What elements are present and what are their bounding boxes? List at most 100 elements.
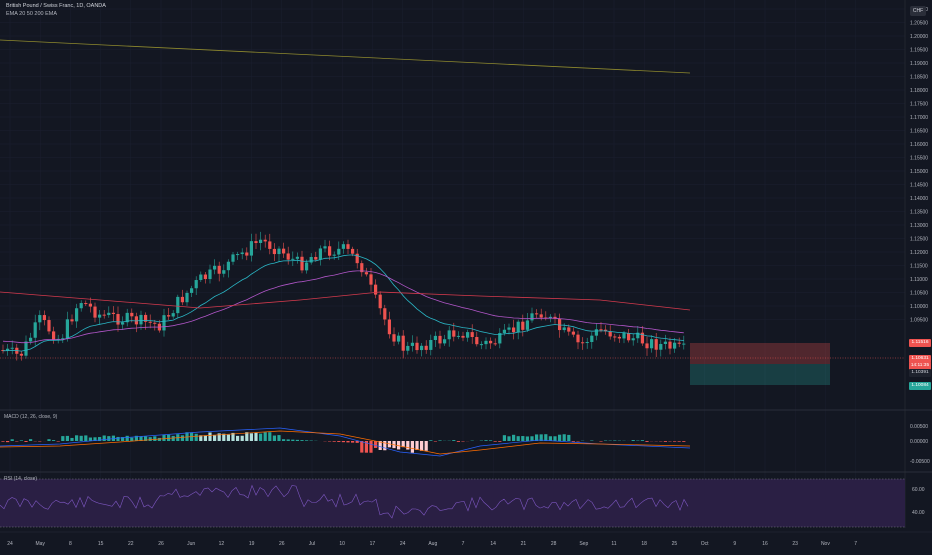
candle-body	[204, 275, 207, 280]
ema-legend[interactable]: EMA 20 50 200 EMA	[6, 11, 57, 17]
currency-badge[interactable]: CHF	[910, 6, 926, 16]
macd-histogram-bar	[245, 432, 248, 441]
candle-body	[254, 241, 257, 243]
candle-body	[11, 348, 14, 349]
candle-body	[475, 337, 478, 344]
macd-histogram-bar	[236, 436, 239, 441]
time-axis-label: Jul	[309, 541, 315, 547]
candle-body	[167, 315, 170, 316]
macd-histogram-bar	[80, 436, 83, 441]
macd-histogram-bar	[89, 438, 92, 441]
time-axis-label: Nov	[821, 541, 830, 547]
macd-histogram-bar	[61, 436, 64, 441]
candle-body	[93, 307, 96, 318]
candle-body	[489, 341, 492, 343]
candle-body	[558, 319, 561, 330]
time-axis-label: Oct	[701, 541, 709, 547]
macd-histogram-bar	[241, 436, 244, 441]
macd-tick-label: -0.00500	[910, 459, 930, 465]
macd-histogram-bar	[678, 441, 681, 442]
candle-body	[406, 346, 409, 351]
macd-histogram-bar	[489, 440, 492, 441]
candle-body	[369, 274, 372, 284]
candle-body	[20, 354, 23, 356]
macd-histogram-bar	[425, 441, 428, 451]
macd-histogram-bar	[457, 441, 460, 442]
candle-body	[296, 257, 299, 259]
rsi-tick-label: 60.00	[912, 487, 925, 493]
price-tick-label: 1.15500	[910, 156, 928, 162]
candle-body	[80, 303, 83, 308]
candle-body	[429, 340, 432, 350]
time-axis-label: 26	[279, 541, 285, 547]
candle-body	[517, 322, 520, 332]
candle-body	[185, 293, 188, 302]
candle-body	[434, 336, 437, 340]
candle-body	[291, 259, 294, 260]
time-axis-label: 12	[219, 541, 225, 547]
candle-body	[112, 313, 115, 314]
time-axis-label: Aug	[428, 541, 437, 547]
macd-histogram-bar	[530, 436, 533, 441]
candle-body	[622, 333, 625, 338]
rsi-title[interactable]: RSI (14, close)	[4, 476, 37, 482]
take-profit-zone	[690, 364, 830, 385]
macd-histogram-bar	[613, 440, 616, 441]
candle-body	[443, 339, 446, 343]
macd-histogram-bar	[558, 435, 561, 441]
time-axis-label: 28	[551, 541, 557, 547]
macd-histogram-bar	[24, 441, 27, 442]
candle-body	[121, 322, 124, 324]
candle-body	[365, 272, 368, 274]
macd-histogram-bar	[305, 440, 308, 441]
macd-histogram-bar	[227, 435, 230, 441]
candle-body	[139, 315, 142, 324]
candle-body	[135, 316, 138, 324]
candle-body	[576, 335, 579, 343]
candle-body	[645, 343, 648, 348]
price-tick-label: 1.20000	[910, 34, 928, 40]
candle-body	[627, 333, 630, 340]
time-axis-label: 15	[98, 541, 104, 547]
candle-body	[494, 343, 497, 344]
macd-histogram-bar	[411, 441, 414, 453]
candle-body	[199, 275, 202, 281]
rsi-band	[0, 479, 905, 527]
price-tick-label: 1.16500	[910, 129, 928, 135]
candle-body	[250, 241, 253, 255]
candle-body	[457, 336, 460, 337]
macd-histogram-bar	[66, 436, 69, 441]
macd-tick-label: 0.00000	[910, 439, 928, 445]
macd-histogram-bar	[84, 435, 87, 441]
price-tick-label: 1.13500	[910, 210, 928, 216]
macd-title[interactable]: MACD (12, 26, close, 9)	[4, 414, 57, 420]
candle-body	[425, 346, 428, 350]
candle-body	[586, 342, 589, 343]
price-tick-label: 1.12000	[910, 250, 928, 256]
macd-histogram-bar	[47, 439, 50, 441]
candle-body	[337, 249, 340, 255]
candle-body	[227, 262, 230, 270]
macd-histogram-bar	[641, 440, 644, 441]
macd-histogram-bar	[374, 441, 377, 448]
candle-body	[287, 253, 290, 259]
candle-body	[222, 270, 225, 274]
symbol-title[interactable]: British Pound / Swiss Franc, 1D, OANDA	[6, 3, 106, 9]
candle-body	[305, 263, 308, 271]
macd-histogram-bar	[337, 441, 340, 442]
time-axis-label: 8	[69, 541, 72, 547]
candle-body	[618, 337, 621, 339]
macd-tick-label: 0.00500	[910, 424, 928, 430]
candle-body	[595, 329, 598, 335]
candle-body	[374, 285, 377, 295]
candle-body	[563, 327, 566, 330]
time-axis-label: 7	[462, 541, 465, 547]
time-axis-label: 7	[854, 541, 857, 547]
price-tick-label: 1.17500	[910, 102, 928, 108]
macd-histogram-bar	[346, 441, 349, 442]
macd-histogram-bar	[438, 440, 441, 441]
time-axis-label: 17	[370, 541, 376, 547]
candle-body	[388, 319, 391, 334]
